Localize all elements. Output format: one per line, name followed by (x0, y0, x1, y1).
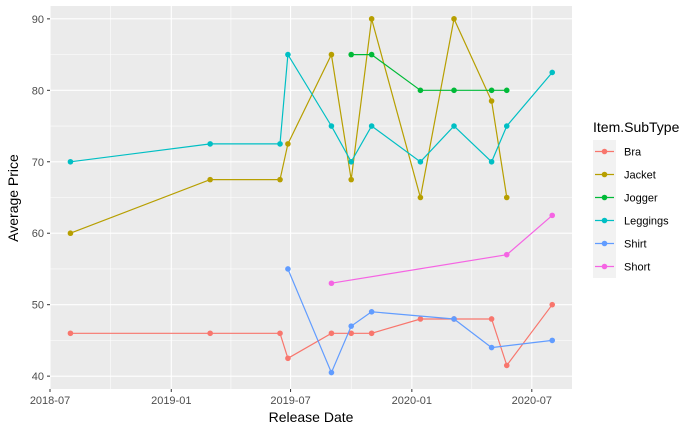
data-point-jogger (417, 87, 424, 94)
x-axis: 2018-07 2019-01 2019-07 2020-01 2020-07 (30, 389, 552, 407)
data-point-bra (503, 362, 510, 369)
data-point-leggings (488, 158, 495, 165)
series-jacket (67, 16, 510, 237)
y-tick-label: 60 (32, 228, 44, 240)
data-point-jogger (348, 51, 355, 58)
data-point-jogger (451, 87, 457, 94)
data-point-jacket (368, 16, 375, 22)
data-point-jacket (277, 176, 283, 183)
data-point-bra (328, 330, 335, 337)
series-line-leggings (70, 52, 553, 164)
y-tick-label: 90 (32, 14, 44, 26)
series-leggings (67, 51, 556, 165)
data-point-jacket (348, 176, 355, 183)
legend-point-short (601, 263, 608, 270)
data-point-bra (207, 330, 213, 337)
data-point-leggings (277, 141, 283, 147)
series-jogger (348, 51, 510, 94)
legend-label-leggings: Leggings (624, 216, 669, 228)
major-grid (49, 6, 572, 389)
data-point-shirt (488, 344, 495, 351)
data-point-short (328, 280, 335, 287)
data-point-shirt (328, 369, 335, 376)
y-axis-title: Average Price (5, 154, 21, 242)
data-point-jacket (67, 230, 74, 237)
legend-point-shirt (601, 240, 608, 247)
legend-label-short: Short (624, 262, 650, 274)
legend-label-jogger: Jogger (624, 193, 658, 205)
legend-point-leggings (601, 217, 608, 224)
data-point-bra (348, 330, 355, 337)
data-point-bra (285, 355, 291, 362)
series-short (328, 212, 556, 287)
y-tick-label: 40 (32, 371, 44, 383)
x-tick-label: 2020-07 (512, 395, 552, 407)
data-point-jogger (503, 87, 510, 94)
legend-point-bra (601, 148, 608, 155)
data-point-jogger (368, 51, 375, 58)
data-point-jacket (285, 141, 291, 147)
legend-label-shirt: Shirt (624, 239, 647, 251)
data-point-leggings (67, 158, 74, 165)
data-point-bra (368, 330, 375, 337)
minor-grid (50, 6, 572, 389)
data-point-jacket (503, 194, 510, 201)
series-line-bra (70, 304, 553, 367)
legend-point-jogger (601, 194, 608, 201)
x-tick-label: 2018-07 (30, 395, 70, 407)
series-shirt (285, 266, 556, 376)
x-tick-label: 2019-01 (151, 395, 191, 407)
data-point-leggings (328, 123, 335, 129)
data-point-jacket (207, 176, 213, 183)
y-tick-label: 70 (32, 157, 44, 169)
legend-title: Item.SubType (593, 119, 680, 135)
legend-label-bra: Bra (624, 147, 642, 159)
legend-point-jacket (601, 171, 608, 178)
data-point-jacket (417, 194, 424, 201)
data-point-leggings (207, 141, 213, 147)
data-point-bra (488, 316, 495, 322)
data-point-shirt (285, 266, 291, 272)
data-point-shirt (348, 323, 355, 329)
y-tick-label: 50 (32, 300, 44, 312)
data-point-leggings (503, 123, 510, 129)
series-layer (67, 16, 556, 376)
data-point-short (549, 212, 556, 219)
data-point-shirt (368, 309, 375, 315)
data-point-jacket (328, 51, 335, 58)
data-point-jacket (488, 98, 495, 104)
data-point-leggings (451, 123, 457, 129)
data-point-jacket (451, 16, 457, 22)
y-tick-label: 80 (32, 85, 44, 97)
data-point-shirt (451, 316, 457, 322)
data-point-leggings (348, 158, 355, 165)
data-point-bra (67, 330, 74, 337)
legend: Item.SubType Bra Jacket Jogger Leggings Shir… (593, 119, 680, 278)
data-point-leggings (549, 69, 556, 76)
data-point-leggings (368, 123, 375, 129)
data-point-leggings (417, 158, 424, 165)
data-point-jogger (488, 87, 495, 94)
data-point-bra (417, 316, 424, 322)
y-axis: 40 50 60 70 80 90 (32, 14, 50, 383)
x-tick-label: 2019-07 (270, 395, 310, 407)
legend-label-jacket: Jacket (624, 170, 656, 182)
data-point-leggings (285, 51, 291, 58)
x-axis-title: Release Date (269, 409, 354, 425)
data-point-shirt (549, 337, 556, 344)
data-point-short (503, 251, 510, 258)
data-point-bra (277, 330, 283, 337)
x-tick-label: 2020-01 (392, 395, 432, 407)
data-point-bra (549, 301, 556, 308)
